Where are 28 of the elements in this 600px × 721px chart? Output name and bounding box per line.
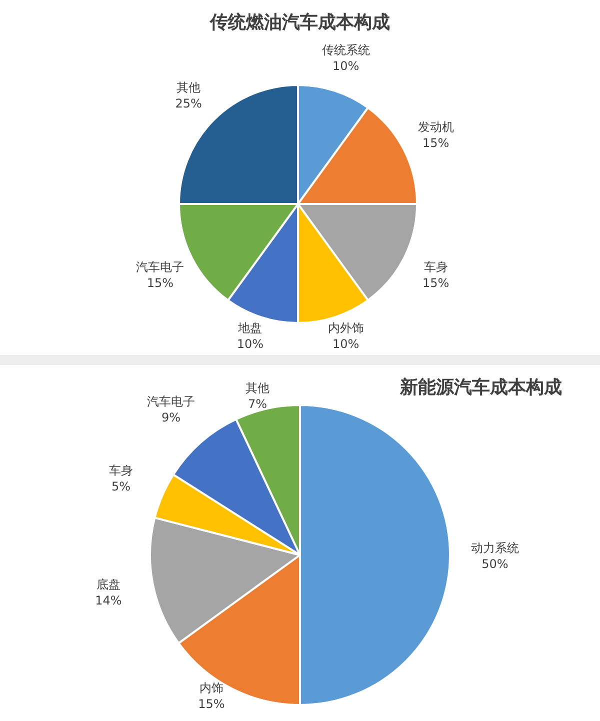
slice-label: 车身 <box>109 464 134 478</box>
data-label: 15% <box>198 697 225 711</box>
data-label: 50% <box>482 557 508 571</box>
data-label: 15% <box>422 276 450 290</box>
slice-label: 内外饰 <box>328 321 364 335</box>
data-label: 15% <box>146 276 174 290</box>
chart-title: 传统燃油汽车成本构成 <box>209 12 390 32</box>
data-label: 14% <box>95 594 122 608</box>
data-label: 10% <box>332 337 360 351</box>
slice-label: 发动机 <box>418 120 454 134</box>
data-label: 7% <box>248 397 267 411</box>
data-label: 25% <box>175 96 202 111</box>
data-label: 15% <box>422 136 450 150</box>
slice-label: 汽车电子 <box>147 394 196 409</box>
slice-label: 动力系统 <box>471 541 519 555</box>
data-label: 10% <box>236 337 264 351</box>
chart-title: 新能源汽车成本构成 <box>399 377 562 397</box>
slice-label: 地盘 <box>237 321 262 335</box>
slice-label: 汽车电子 <box>136 260 184 274</box>
data-label: 9% <box>162 410 181 425</box>
slice-label: 内饰 <box>199 681 224 695</box>
data-label: 10% <box>332 58 360 73</box>
data-label: 5% <box>112 480 131 494</box>
slice-label: 其他 <box>176 80 201 95</box>
slice-label: 传统系统 <box>322 42 370 57</box>
slice-label: 车身 <box>424 260 448 274</box>
slice-label: 底盘 <box>96 578 120 592</box>
slice-label: 其他 <box>245 381 270 395</box>
